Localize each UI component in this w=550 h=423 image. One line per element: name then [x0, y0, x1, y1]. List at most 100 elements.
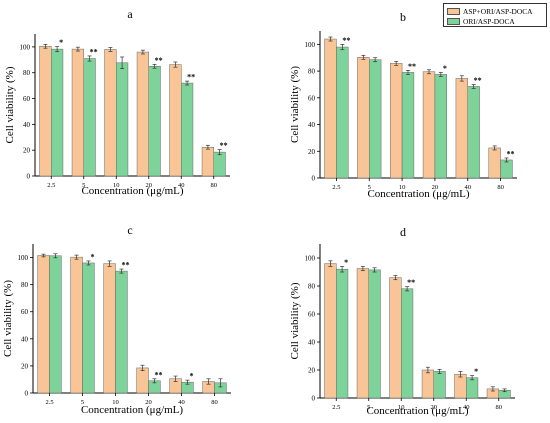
bar-series1 [454, 373, 467, 399]
x-tick-label: 5 [82, 182, 85, 189]
bar-series2 [466, 377, 479, 399]
x-tick-label: 10 [112, 399, 119, 406]
y-tick-label: 60 [308, 311, 316, 319]
bar-series1 [488, 147, 501, 179]
x-tick-label: 20 [432, 184, 439, 191]
significance-label: ** [407, 278, 415, 287]
bar-series2 [336, 46, 349, 179]
y-tick-label: 20 [308, 367, 316, 375]
bar-series2 [116, 62, 129, 177]
bar-series2 [368, 269, 381, 399]
y-tick-label: 20 [21, 362, 29, 370]
significance-label: * [474, 367, 478, 376]
significance-label: ** [220, 141, 228, 150]
significance-label: * [59, 38, 63, 47]
x-axis-label: Concentration (μg/mL) [367, 188, 469, 200]
legend-entry-series2: ORI/ASP-DOCA [447, 17, 515, 27]
bar-series1 [37, 255, 50, 394]
x-tick-label: 80 [211, 399, 218, 406]
bar-series1 [324, 38, 337, 179]
y-tick-label: 80 [23, 69, 31, 77]
y-axis-label: Cell viability (%) [289, 66, 301, 143]
bar-series1 [169, 64, 182, 177]
bar-series1 [324, 263, 337, 399]
x-tick-label: 20 [146, 182, 153, 189]
x-tick-label: 2.5 [332, 184, 340, 191]
bar-series2 [82, 262, 95, 394]
significance-label: * [189, 372, 193, 381]
significance-label: ** [154, 370, 162, 379]
legend-label-series1: ASP+ORI/ASP-DOCA [463, 6, 533, 16]
chart-panel-c: 0 20 40 60 80 100 2.5 5 * 10 ** 20 ** 40 * 80 Concentrat… [2, 223, 231, 416]
y-tick-label: 100 [305, 41, 316, 49]
x-tick-label: 5 [81, 399, 84, 406]
x-tick-label: 5 [368, 184, 371, 191]
y-axis-label: Cell viability (%) [289, 282, 301, 359]
bar-series2 [401, 288, 414, 399]
x-tick-label: 10 [398, 404, 405, 411]
y-tick-label: 0 [312, 175, 316, 183]
bar-series2 [434, 74, 447, 179]
x-axis-label: Concentration (μg/mL) [366, 405, 468, 417]
bar-series1 [455, 78, 468, 179]
y-tick-label: 80 [308, 283, 316, 291]
bar-series2 [49, 255, 62, 394]
bar-series2 [115, 270, 128, 394]
significance-label: * [344, 258, 348, 267]
panel-title: d [400, 225, 406, 239]
y-tick-label: 40 [308, 121, 316, 129]
panel-title: b [400, 10, 406, 24]
bar-series1 [357, 57, 370, 179]
y-tick-label: 100 [20, 43, 31, 51]
x-axis-label: Concentration (μg/mL) [81, 185, 183, 197]
bar-series1 [389, 277, 402, 399]
x-tick-label: 20 [145, 399, 152, 406]
x-tick-label: 20 [431, 404, 438, 411]
bar-series1 [421, 369, 434, 399]
significance-label: * [90, 252, 94, 261]
y-tick-label: 40 [308, 339, 316, 347]
legend-swatch-series1 [447, 7, 460, 15]
y-tick-label: 20 [23, 147, 31, 155]
legend-label-series2: ORI/ASP-DOCA [463, 17, 515, 26]
bar-series2 [500, 159, 513, 179]
bar-series1 [104, 49, 117, 177]
y-axis-label: Cell viability (%) [2, 280, 14, 357]
bar-series2 [401, 72, 415, 179]
legend-entry-series1: ASP+ORI/ASP-DOCA [447, 6, 532, 16]
bar-series2 [148, 66, 161, 177]
bar-series1 [103, 263, 116, 394]
significance-label: ** [90, 47, 98, 56]
x-tick-label: 40 [463, 404, 470, 411]
bar-series2 [369, 59, 382, 179]
bar-series2 [467, 86, 480, 179]
x-tick-label: 80 [497, 184, 504, 191]
bar-series1 [70, 256, 83, 394]
y-tick-label: 40 [21, 335, 29, 343]
y-tick-label: 0 [312, 395, 316, 403]
y-tick-label: 80 [21, 281, 29, 289]
x-tick-label: 80 [496, 404, 503, 411]
significance-label: ** [187, 73, 195, 82]
significance-label: ** [408, 62, 416, 71]
x-tick-label: 2.5 [47, 182, 55, 189]
x-tick-label: 10 [113, 182, 120, 189]
x-axis-label: Concentration (μg/mL) [81, 404, 183, 416]
y-tick-label: 80 [308, 68, 316, 76]
panel-title: a [127, 7, 133, 21]
y-tick-label: 0 [25, 390, 29, 398]
panel-title: c [127, 223, 132, 237]
bar-series1 [39, 46, 52, 177]
legend: ASP+ORI/ASP-DOCA ORI/ASP-DOCA [443, 3, 547, 27]
chart-panel-b: 0 20 40 60 80 100 2.5 ** 5 10 ** 20 * 40 ** 80 ** Concent… [289, 10, 517, 200]
bar-series2 [336, 268, 349, 399]
y-tick-label: 60 [308, 94, 316, 102]
bar-series2 [433, 371, 446, 399]
y-tick-label: 20 [308, 148, 316, 156]
x-tick-label: 80 [211, 182, 218, 189]
y-tick-label: 60 [21, 308, 29, 316]
x-tick-label: 2.5 [332, 404, 340, 411]
chart-panel-a: 0 20 40 60 80 100 2.5 * 5 ** 10 20 ** 40 ** 80 ** Concent… [4, 7, 230, 197]
x-tick-label: 2.5 [45, 399, 53, 406]
